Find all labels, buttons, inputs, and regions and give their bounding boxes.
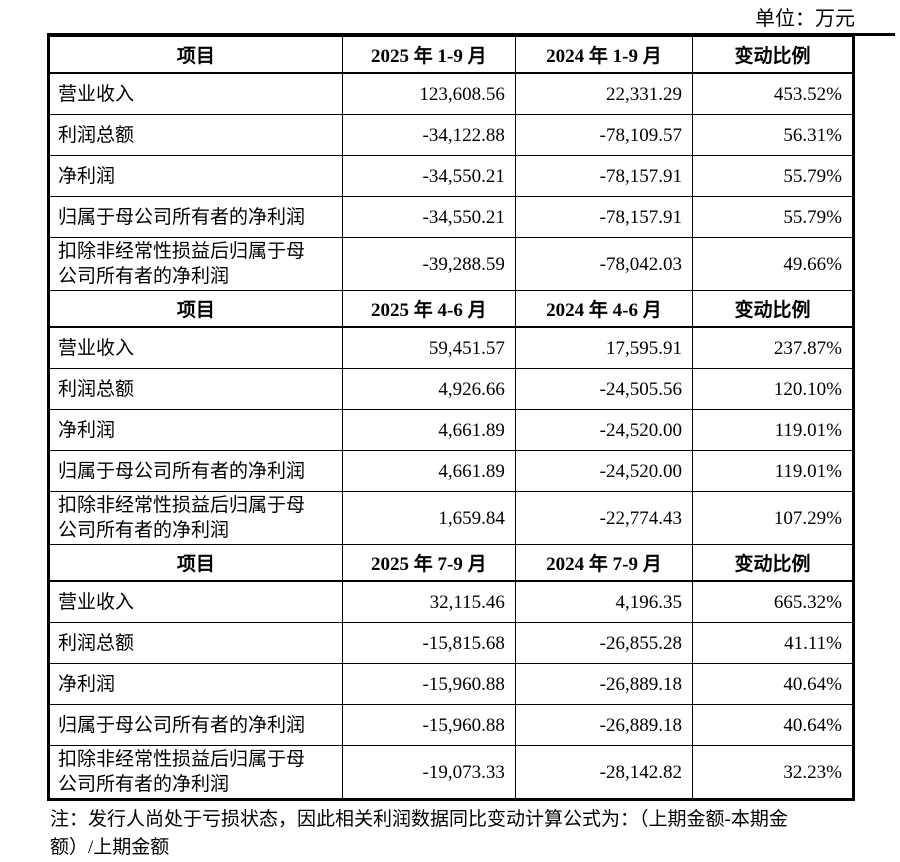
unit-label: 单位：万元 <box>755 8 855 30</box>
current-period-value-cell: -34,550.21 <box>341 196 516 238</box>
prior-period-value-cell: -28,142.82 <box>514 745 693 800</box>
table-row: 净利润 -15,960.88 -26,889.18 40.64% <box>48 663 855 705</box>
metric-label-cell: 营业收入 <box>48 580 343 623</box>
change-ratio-cell: 56.31% <box>691 114 855 156</box>
prior-period-value-cell: -26,855.28 <box>514 622 693 664</box>
table-row: 利润总额 -15,815.68 -26,855.28 41.11% <box>48 622 855 664</box>
prior-period-value-cell: -78,109.57 <box>514 114 693 156</box>
current-period-value-cell: -15,815.68 <box>341 622 516 664</box>
table-row: 利润总额 4,926.66 -24,505.56 120.10% <box>48 368 855 410</box>
change-ratio-cell: 453.52% <box>691 72 855 115</box>
table-row: 扣除非经常性损益后归属于母公司所有者的净利润 -19,073.33 -28,142.… <box>48 745 855 800</box>
table-row: 归属于母公司所有者的净利润 4,661.89 -24,520.00 119.01% <box>48 450 855 492</box>
current-period-value-cell: 4,661.89 <box>341 450 516 492</box>
change-ratio-cell: 49.66% <box>691 237 855 291</box>
metric-label-cell: 营业收入 <box>48 72 343 115</box>
table-row: 净利润 -34,550.21 -78,157.91 55.79% <box>48 155 855 197</box>
column-header: 变动比例 <box>691 290 855 328</box>
current-period-value-cell: 4,661.89 <box>341 409 516 451</box>
section-header-row: 项目 2025 年 1-9 月 2024 年 1-9 月变动比例 <box>48 36 855 74</box>
prior-period-value-cell: -26,889.18 <box>514 704 693 746</box>
metric-label-cell: 归属于母公司所有者的净利润 <box>48 704 343 746</box>
metric-label-cell: 归属于母公司所有者的净利润 <box>48 196 343 238</box>
prior-period-value-cell: -24,520.00 <box>514 409 693 451</box>
financial-comparison-table: 项目 2025 年 1-9 月 2024 年 1-9 月变动比例 营业收入 123,60… <box>47 36 855 801</box>
prior-period-value-cell: -78,042.03 <box>514 237 693 291</box>
table-row: 归属于母公司所有者的净利润 -15,960.88 -26,889.18 40.64% <box>48 704 855 746</box>
current-period-value-cell: -39,288.59 <box>341 237 516 291</box>
change-ratio-cell: 107.29% <box>691 491 855 545</box>
current-period-value-cell: -15,960.88 <box>341 704 516 746</box>
current-period-value-cell: 1,659.84 <box>341 491 516 545</box>
prior-period-value-cell: -78,157.91 <box>514 196 693 238</box>
change-ratio-cell: 40.64% <box>691 663 855 705</box>
change-ratio-cell: 120.10% <box>691 368 855 410</box>
change-ratio-cell: 237.87% <box>691 326 855 369</box>
current-period-value-cell: -34,122.88 <box>341 114 516 156</box>
current-period-value-cell: 4,926.66 <box>341 368 516 410</box>
current-period-value-cell: 32,115.46 <box>341 580 516 623</box>
column-header: 2024 年 4-6 月 <box>514 290 693 328</box>
metric-label-cell: 营业收入 <box>48 326 343 369</box>
metric-label-cell: 净利润 <box>48 409 343 451</box>
column-header: 2025 年 1-9 月 <box>341 36 516 74</box>
table-row: 营业收入 32,115.46 4,196.35 665.32% <box>48 580 855 623</box>
column-header: 项目 <box>48 36 343 74</box>
current-period-value-cell: -19,073.33 <box>341 745 516 800</box>
unit-row: 单位：万元 <box>47 4 895 36</box>
prior-period-value-cell: -78,157.91 <box>514 155 693 197</box>
current-period-value-cell: -15,960.88 <box>341 663 516 705</box>
change-ratio-cell: 55.79% <box>691 196 855 238</box>
metric-label-cell: 归属于母公司所有者的净利润 <box>48 450 343 492</box>
column-header: 项目 <box>48 290 343 328</box>
footnote-line-2: 额）/上期金额 <box>50 837 170 858</box>
metric-label-cell: 净利润 <box>48 155 343 197</box>
table-row: 归属于母公司所有者的净利润 -34,550.21 -78,157.91 55.79% <box>48 196 855 238</box>
table-row: 营业收入 59,451.57 17,595.91 237.87% <box>48 326 855 369</box>
change-ratio-cell: 665.32% <box>691 580 855 623</box>
table-row: 利润总额 -34,122.88 -78,109.57 56.31% <box>48 114 855 156</box>
column-header: 项目 <box>48 544 343 582</box>
table-row: 净利润 4,661.89 -24,520.00 119.01% <box>48 409 855 451</box>
change-ratio-cell: 119.01% <box>691 450 855 492</box>
column-header: 2024 年 7-9 月 <box>514 544 693 582</box>
footnote: 注：发行人尚处于亏损状态，因此相关利润数据同比变动计算公式为：（上期金额-本期金… <box>50 806 895 862</box>
table-row: 扣除非经常性损益后归属于母公司所有者的净利润 1,659.84 -22,774.43… <box>48 491 855 545</box>
metric-label-cell: 扣除非经常性损益后归属于母公司所有者的净利润 <box>48 491 343 545</box>
footnote-line-1: 注：发行人尚处于亏损状态，因此相关利润数据同比变动计算公式为：（上期金额-本期金 <box>50 809 788 830</box>
prior-period-value-cell: 4,196.35 <box>514 580 693 623</box>
table-row: 营业收入 123,608.56 22,331.29 453.52% <box>48 72 855 115</box>
change-ratio-cell: 119.01% <box>691 409 855 451</box>
change-ratio-cell: 55.79% <box>691 155 855 197</box>
metric-label-cell: 扣除非经常性损益后归属于母公司所有者的净利润 <box>48 237 343 291</box>
current-period-value-cell: -34,550.21 <box>341 155 516 197</box>
column-header: 变动比例 <box>691 544 855 582</box>
section-header-row: 项目 2025 年 7-9 月 2024 年 7-9 月变动比例 <box>48 544 855 582</box>
column-header: 2025 年 4-6 月 <box>341 290 516 328</box>
current-period-value-cell: 59,451.57 <box>341 326 516 369</box>
table-row: 扣除非经常性损益后归属于母公司所有者的净利润 -39,288.59 -78,042.… <box>48 237 855 291</box>
prior-period-value-cell: -22,774.43 <box>514 491 693 545</box>
prior-period-value-cell: -24,505.56 <box>514 368 693 410</box>
change-ratio-cell: 40.64% <box>691 704 855 746</box>
financial-table-body: 项目 2025 年 1-9 月 2024 年 1-9 月变动比例 营业收入 123,60… <box>48 36 855 800</box>
section-header-row: 项目 2025 年 4-6 月 2024 年 4-6 月变动比例 <box>48 290 855 328</box>
column-header: 2024 年 1-9 月 <box>514 36 693 74</box>
column-header: 2025 年 7-9 月 <box>341 544 516 582</box>
current-period-value-cell: 123,608.56 <box>341 72 516 115</box>
prior-period-value-cell: 17,595.91 <box>514 326 693 369</box>
change-ratio-cell: 41.11% <box>691 622 855 664</box>
prior-period-value-cell: -24,520.00 <box>514 450 693 492</box>
metric-label-cell: 利润总额 <box>48 622 343 664</box>
prior-period-value-cell: -26,889.18 <box>514 663 693 705</box>
column-header: 变动比例 <box>691 36 855 74</box>
metric-label-cell: 净利润 <box>48 663 343 705</box>
metric-label-cell: 利润总额 <box>48 114 343 156</box>
metric-label-cell: 扣除非经常性损益后归属于母公司所有者的净利润 <box>48 745 343 800</box>
metric-label-cell: 利润总额 <box>48 368 343 410</box>
prior-period-value-cell: 22,331.29 <box>514 72 693 115</box>
change-ratio-cell: 32.23% <box>691 745 855 800</box>
